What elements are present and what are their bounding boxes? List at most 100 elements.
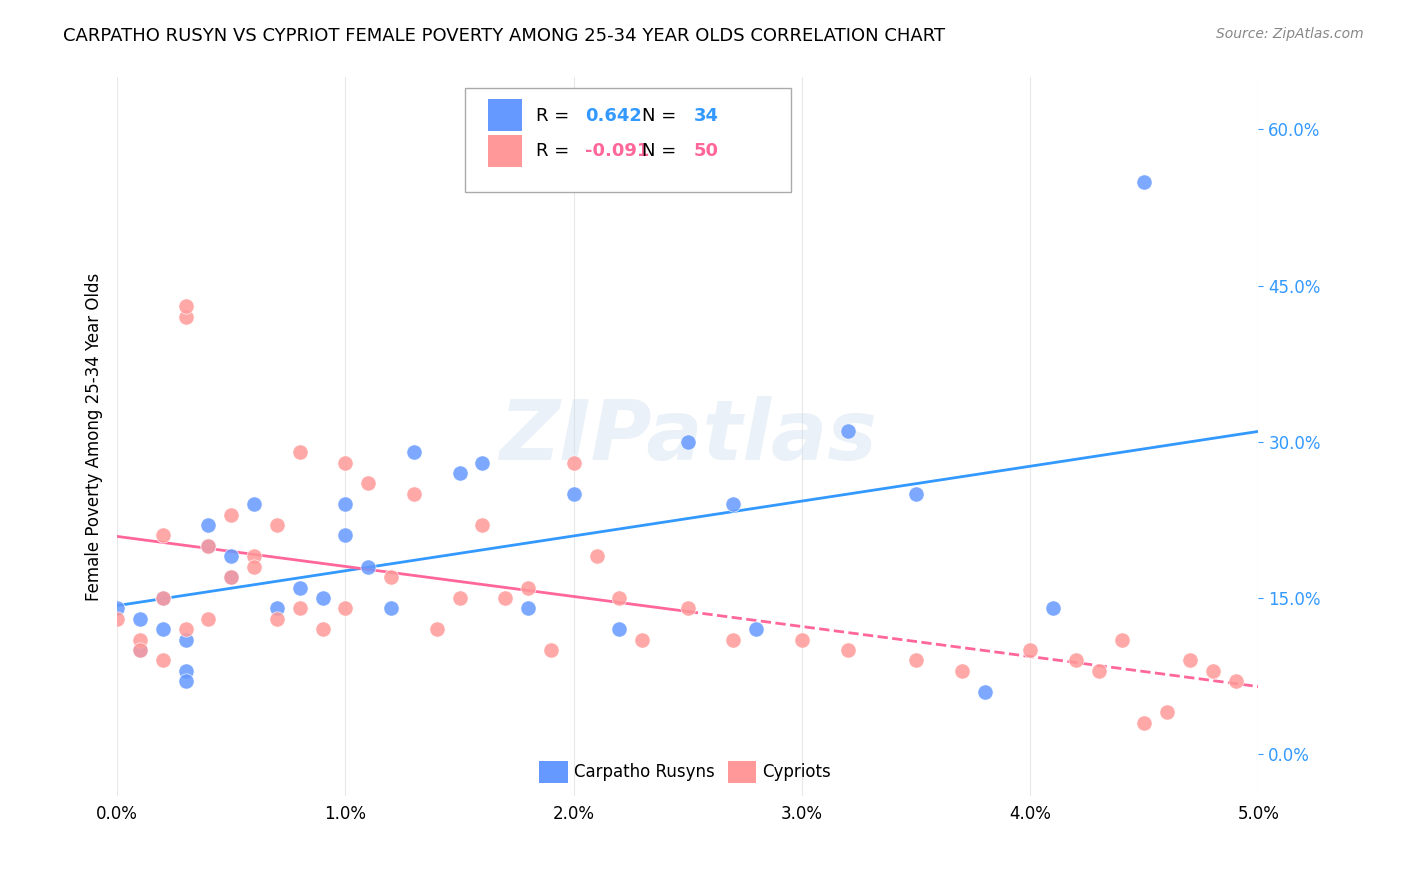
Point (1202, 664, 1225, 678)
Point (174, 300, 197, 314)
Text: ZIPatlas: ZIPatlas (499, 396, 877, 477)
Point (335, 456, 357, 470)
Point (174, 674, 197, 689)
Text: Cypriots: Cypriots (762, 763, 831, 781)
Point (221, 508, 243, 522)
Point (1178, 653, 1201, 667)
Point (1133, 715, 1156, 730)
Text: N =: N = (643, 143, 682, 161)
Point (1133, 175, 1156, 189)
Point (1225, 674, 1247, 689)
Point (723, 632, 745, 647)
FancyBboxPatch shape (540, 761, 568, 783)
Point (243, 549, 266, 564)
Point (471, 518, 494, 533)
Point (357, 476, 380, 491)
Point (197, 539, 219, 553)
Text: R =: R = (536, 143, 575, 161)
Text: N =: N = (643, 106, 682, 125)
Point (1087, 664, 1109, 678)
Point (471, 456, 494, 470)
Point (152, 653, 174, 667)
Point (129, 612, 152, 626)
Text: 0.642: 0.642 (585, 106, 643, 125)
Point (449, 591, 471, 605)
Point (380, 601, 402, 615)
Point (745, 622, 768, 636)
Text: Carpatho Rusyns: Carpatho Rusyns (574, 763, 714, 781)
Point (723, 497, 745, 511)
Point (1156, 706, 1178, 720)
Point (174, 632, 197, 647)
Point (152, 528, 174, 542)
Point (449, 466, 471, 480)
Point (266, 612, 288, 626)
Point (129, 632, 152, 647)
Point (973, 684, 995, 698)
Point (129, 643, 152, 657)
Point (402, 487, 425, 501)
Point (609, 591, 631, 605)
Point (311, 622, 333, 636)
FancyBboxPatch shape (465, 88, 790, 193)
Point (790, 632, 813, 647)
Text: 50: 50 (693, 143, 718, 161)
Point (335, 528, 357, 542)
FancyBboxPatch shape (488, 135, 523, 167)
Point (426, 622, 449, 636)
FancyBboxPatch shape (488, 99, 523, 131)
Point (288, 601, 311, 615)
Point (197, 518, 219, 533)
Point (174, 622, 197, 636)
Point (221, 570, 243, 584)
Point (129, 643, 152, 657)
Text: 34: 34 (693, 106, 718, 125)
Point (562, 487, 585, 501)
Point (837, 643, 859, 657)
Point (311, 591, 333, 605)
Text: -0.091: -0.091 (585, 143, 650, 161)
Point (676, 601, 699, 615)
Point (288, 445, 311, 459)
Text: Source: ZipAtlas.com: Source: ZipAtlas.com (1216, 27, 1364, 41)
Point (243, 559, 266, 574)
Point (676, 434, 699, 449)
Text: CARPATHO RUSYN VS CYPRIOT FEMALE POVERTY AMONG 25-34 YEAR OLDS CORRELATION CHART: CARPATHO RUSYN VS CYPRIOT FEMALE POVERTY… (63, 27, 945, 45)
Point (288, 581, 311, 595)
Point (1111, 632, 1133, 647)
Point (152, 591, 174, 605)
Point (585, 549, 607, 564)
Point (105, 612, 128, 626)
Point (221, 549, 243, 564)
Point (335, 601, 357, 615)
Point (266, 601, 288, 615)
Point (1064, 653, 1087, 667)
Point (357, 559, 380, 574)
Point (517, 601, 540, 615)
Point (517, 581, 540, 595)
Point (243, 497, 266, 511)
Point (609, 622, 631, 636)
Point (1019, 643, 1042, 657)
Point (540, 643, 562, 657)
Text: R =: R = (536, 106, 575, 125)
Point (174, 664, 197, 678)
Point (197, 612, 219, 626)
Point (402, 445, 425, 459)
Point (174, 310, 197, 324)
Point (266, 518, 288, 533)
Point (562, 456, 585, 470)
Point (950, 664, 973, 678)
Point (631, 632, 654, 647)
Point (905, 487, 928, 501)
Point (105, 601, 128, 615)
Point (221, 570, 243, 584)
Point (1042, 601, 1064, 615)
Point (152, 622, 174, 636)
Point (837, 425, 859, 439)
FancyBboxPatch shape (728, 761, 756, 783)
Y-axis label: Female Poverty Among 25-34 Year Olds: Female Poverty Among 25-34 Year Olds (86, 272, 103, 600)
Point (197, 539, 219, 553)
Point (380, 570, 402, 584)
Point (335, 497, 357, 511)
